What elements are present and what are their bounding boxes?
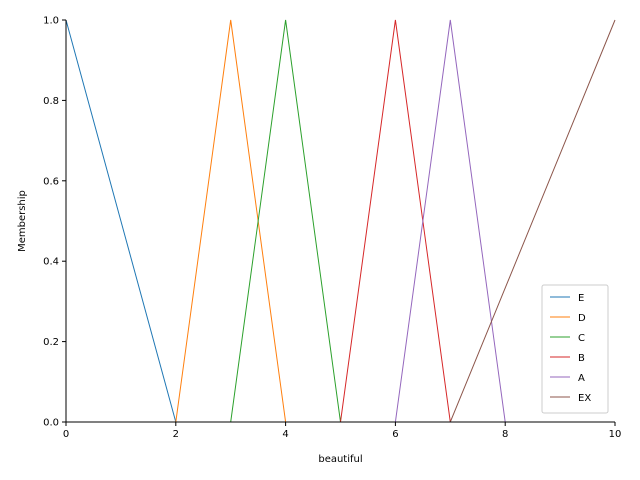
x-tick-label: 6 — [392, 429, 398, 440]
x-axis-label: beautiful — [318, 454, 362, 465]
x-tick-label: 8 — [502, 429, 508, 440]
x-ticks: 0 2 4 6 8 10 — [63, 422, 622, 440]
legend-label-ex: EX — [578, 393, 591, 404]
y-tick-label: 1.0 — [43, 16, 59, 27]
legend-label-b: B — [578, 353, 585, 364]
x-tick-label: 2 — [173, 429, 179, 440]
axes-layer — [65, 20, 615, 423]
y-ticks: 0.0 0.2 0.4 0.6 0.8 1.0 — [43, 16, 66, 429]
y-tick-label: 0.6 — [43, 176, 59, 187]
y-tick-label: 0.4 — [43, 257, 59, 268]
legend-label-a: A — [578, 373, 585, 384]
y-axis-label: Membership — [17, 190, 28, 252]
y-tick-label: 0.8 — [43, 96, 59, 107]
series-line-ex — [66, 19, 616, 423]
legend-box — [541, 284, 609, 414]
legend-label-d: D — [578, 313, 586, 324]
y-tick-label: 0.2 — [43, 337, 59, 348]
series-layer — [65, 19, 616, 423]
legend-label-c: C — [578, 333, 585, 344]
x-tick-label: 4 — [282, 429, 288, 440]
x-tick-label: 10 — [609, 429, 622, 440]
legend-label-e: E — [578, 293, 584, 304]
x-tick-label: 0 — [63, 429, 69, 440]
y-tick-label: 0.0 — [43, 418, 59, 429]
